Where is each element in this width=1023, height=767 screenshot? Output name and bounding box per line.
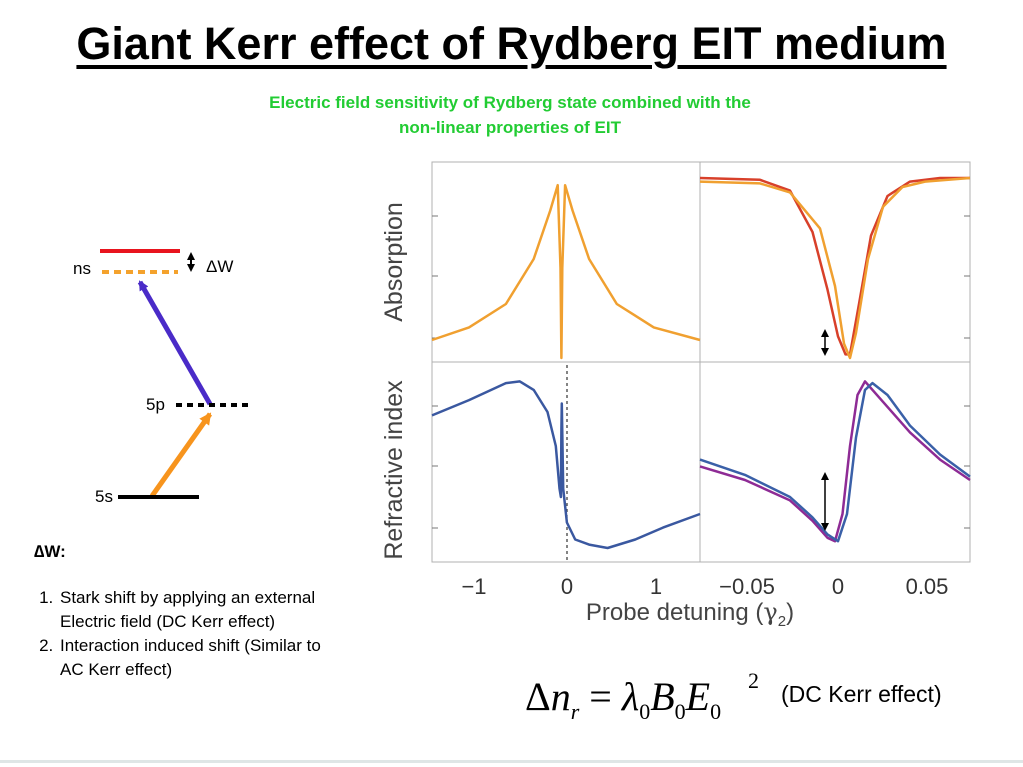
x-axis-label: Probe detuning (γ2) (586, 598, 794, 630)
series-line-top-right-1 (699, 176, 971, 360)
probe-arrow (149, 412, 213, 498)
notes-item: Stark shift by applying an external Elec… (58, 586, 344, 634)
plot-frame-bottom-right (699, 361, 971, 563)
footer-divider (0, 760, 1023, 763)
equation-note: (DC Kerr effect) (781, 681, 942, 707)
y-axis-label-refractive-index: Refractive index (380, 380, 408, 560)
slide-title: Giant Kerr effect of Rydberg EIT medium (76, 18, 947, 69)
notes-item: Interaction induced shift (Similar to AC… (58, 634, 344, 682)
kerr-equation: Δnr = λ0B0E0 2 (525, 668, 759, 724)
series-line-top-left-0 (431, 183, 701, 360)
notes-list: Stark shift by applying an external Elec… (34, 586, 344, 682)
shift-label: ΔW (206, 257, 233, 276)
series-line-bottom-right-0 (699, 380, 971, 543)
series-line-bottom-left-0 (431, 380, 701, 550)
notes-heading: ∆W: (34, 542, 66, 561)
ns-level-label: ns (73, 259, 91, 278)
x-tick-label: −1 (461, 574, 486, 599)
slide-subtitle: Electric field sensitivity of Rydberg st… (150, 90, 870, 140)
x-tick-labels: −1 0 1 −0.05 0 0.05 (461, 574, 948, 599)
equation-formula: Δnr = λ0B0E0 (525, 674, 721, 724)
series-line-bottom-right-1 (699, 381, 971, 543)
subtitle-line-1: Electric field sensitivity of Rydberg st… (269, 93, 751, 112)
plot-frame-top-right (699, 161, 971, 363)
x-tick-label: 0 (561, 574, 573, 599)
5p-level-label: 5p (146, 395, 165, 414)
notes-block: ∆W: Stark shift by applying an external … (34, 540, 344, 682)
5s-level-label: 5s (95, 487, 113, 506)
x-tick-label: 0.05 (906, 574, 949, 599)
coupling-arrow (137, 280, 213, 406)
y-axis-label-absorption: Absorption (380, 202, 408, 322)
x-tick-label: 1 (650, 574, 662, 599)
subtitle-line-2: non-linear properties of EIT (399, 118, 621, 137)
equation-exponent: 2 (748, 668, 759, 693)
x-tick-label: −0.05 (719, 574, 775, 599)
plots: Absorption Refractive index −1 0 1 −0.05… (380, 161, 971, 630)
x-tick-label: 0 (832, 574, 844, 599)
series-line-top-right-0 (699, 176, 970, 356)
energy-level-diagram: ΔW ns 5p 5s (73, 249, 250, 506)
plot-frame-bottom-left (431, 361, 701, 563)
series-layer (431, 176, 971, 550)
y-ticks (432, 215, 970, 529)
